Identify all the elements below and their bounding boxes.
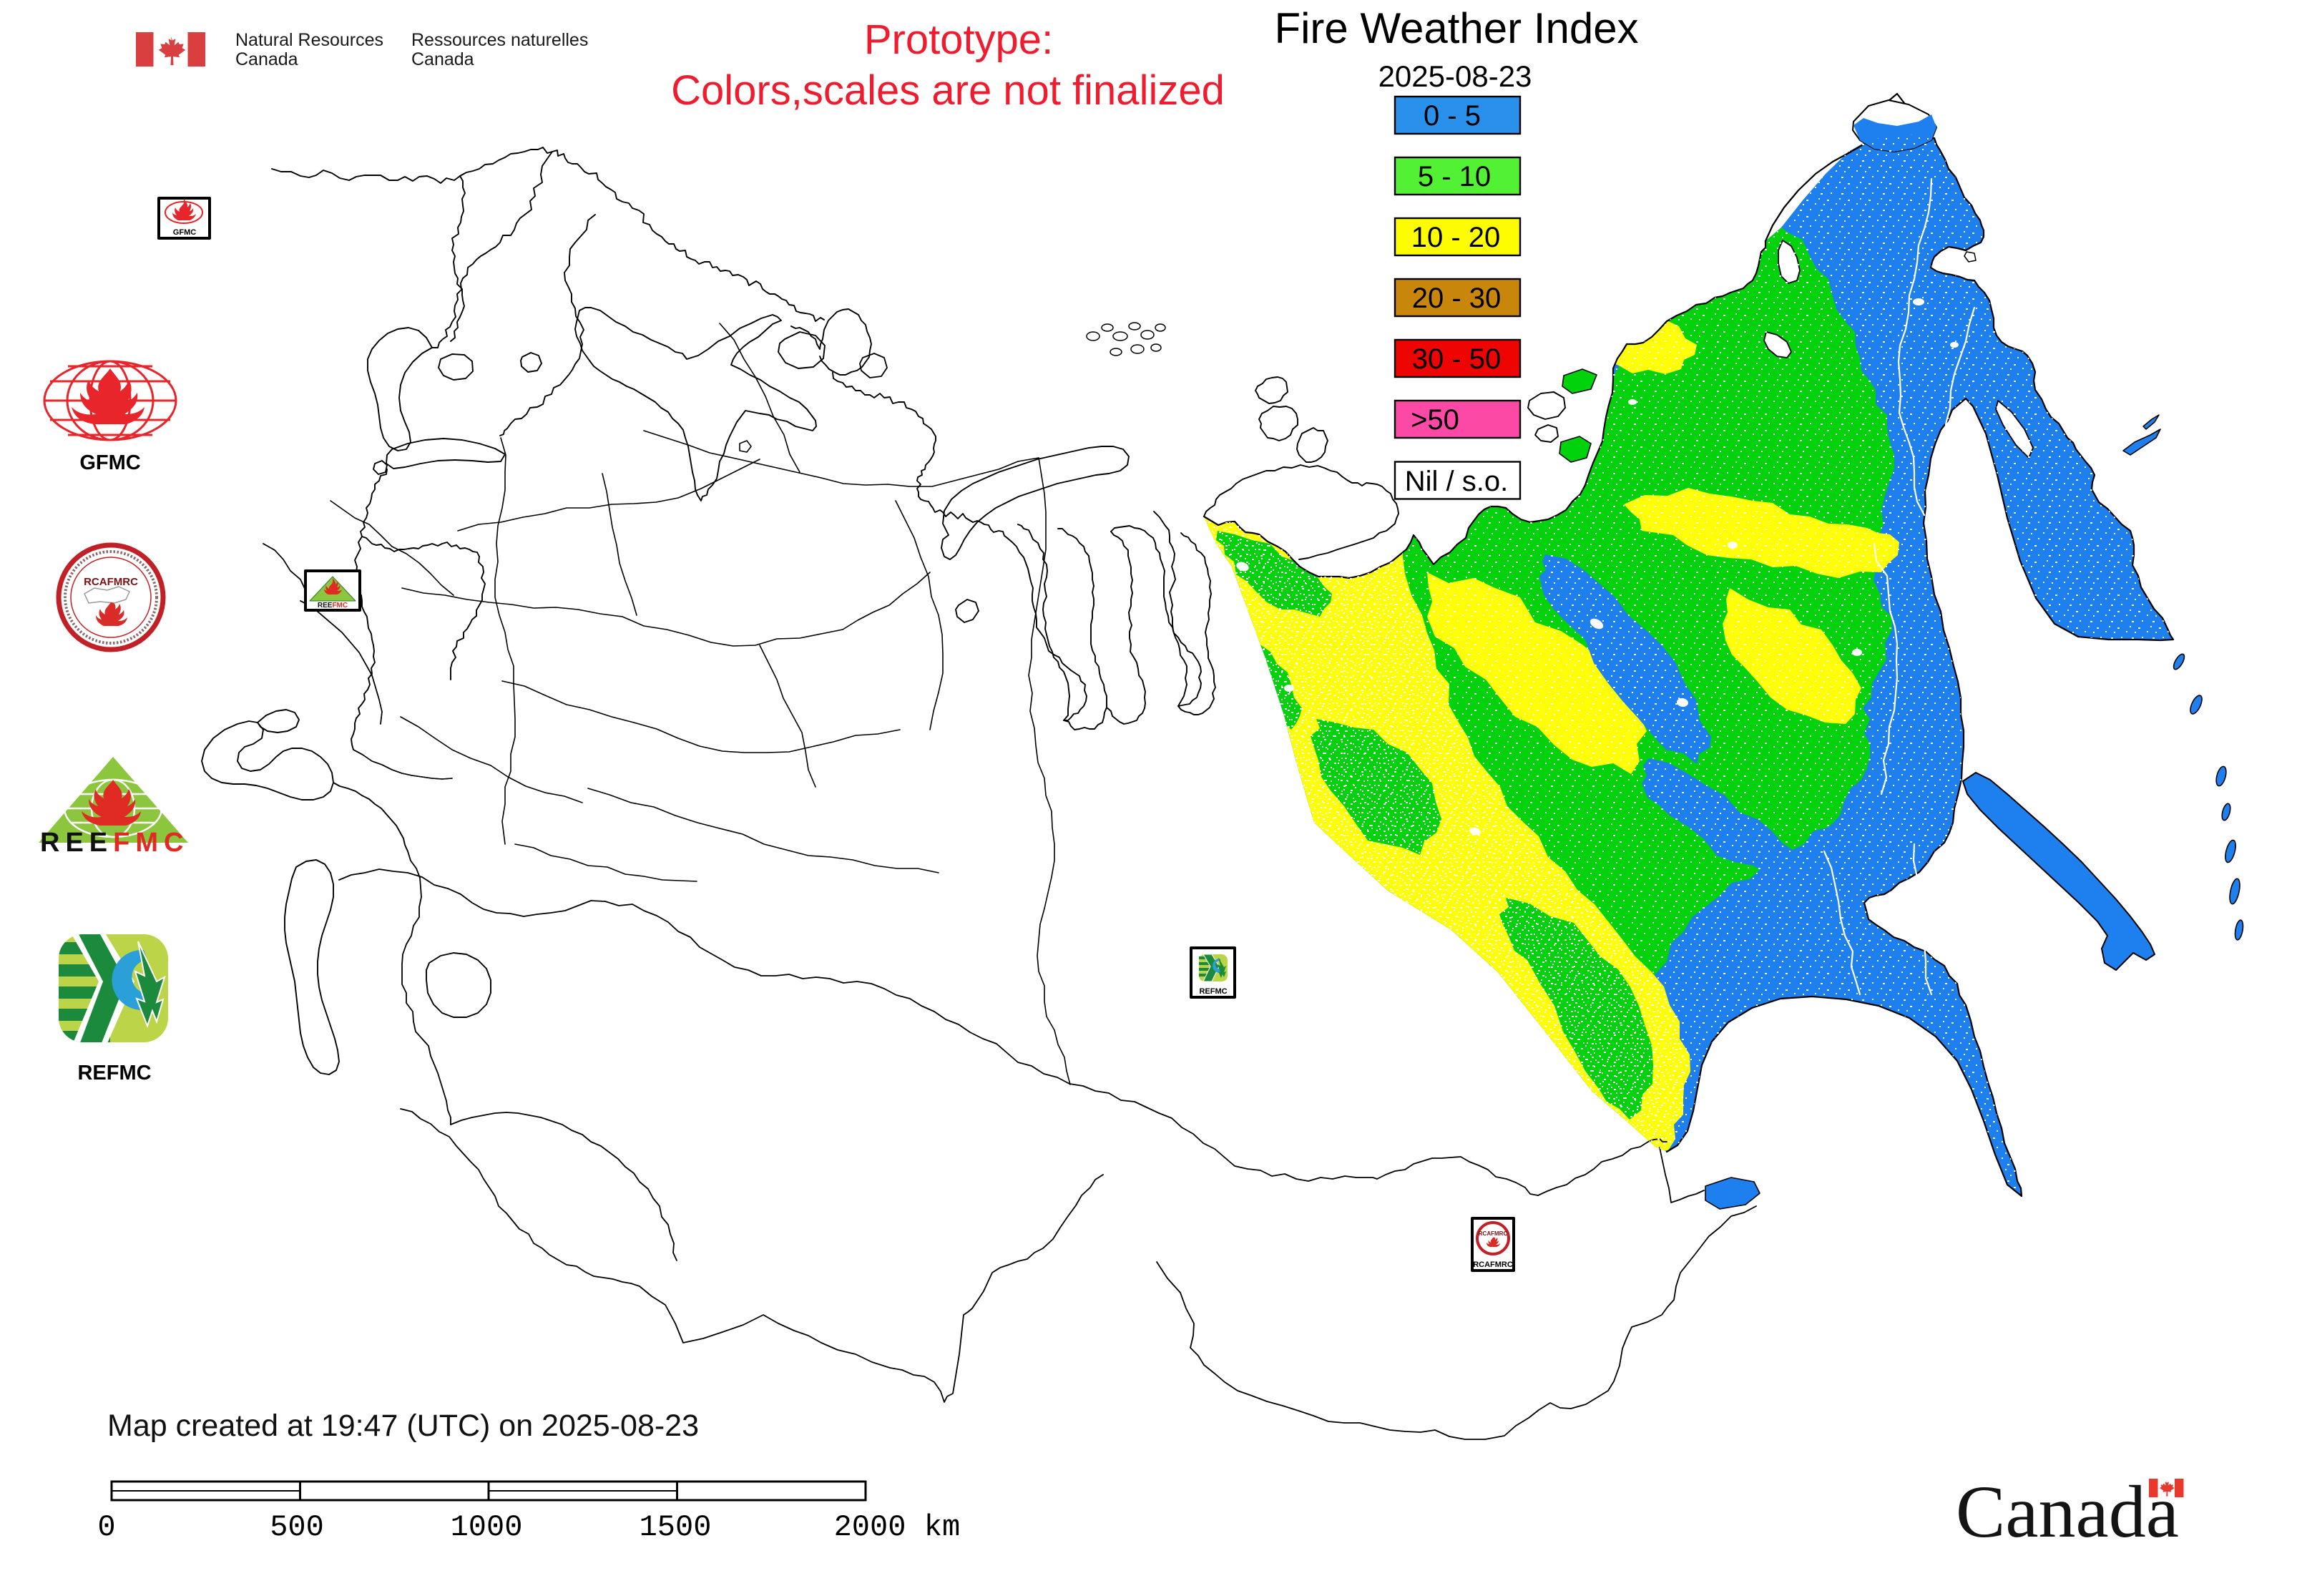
svg-text:Fire Weather Index: Fire Weather Index [1274,4,1638,52]
svg-text:500: 500 [270,1510,324,1544]
svg-text:Natural Resources: Natural Resources [235,30,383,50]
svg-text:RCAFMRC: RCAFMRC [84,576,138,588]
svg-text:REEFMC: REEFMC [40,828,189,858]
svg-text:REFMC: REFMC [1199,987,1227,996]
svg-text:RCAFMRC: RCAFMRC [1473,1260,1513,1269]
svg-text:Map created at 19:47 (UTC) on: Map created at 19:47 (UTC) on 2025-08-23 [107,1409,699,1443]
svg-text:Ressources naturelles: Ressources naturelles [411,30,588,50]
svg-text:km: km [924,1510,960,1544]
svg-text:Canada: Canada [1956,1471,2179,1553]
svg-text:REEFMC: REEFMC [318,602,348,609]
svg-text:20 - 30: 20 - 30 [1412,283,1502,314]
svg-text:RCAFMRC: RCAFMRC [1479,1230,1508,1237]
svg-text:1000: 1000 [451,1510,523,1544]
svg-text:Colors,scales are not finalize: Colors,scales are not finalized [671,67,1225,114]
svg-text:2000: 2000 [834,1510,906,1544]
svg-text:REFMC: REFMC [77,1062,151,1085]
svg-text:2025-08-23: 2025-08-23 [1378,59,1532,93]
svg-text:Canada: Canada [235,49,298,69]
svg-text:GFMC: GFMC [79,451,140,474]
svg-text:Prototype:: Prototype: [864,16,1053,63]
svg-text:GFMC: GFMC [173,228,196,237]
svg-text:30 - 50: 30 - 50 [1412,343,1502,375]
svg-text:0: 0 [97,1510,115,1544]
svg-text:Nil / s.o.: Nil / s.o. [1405,466,1508,497]
svg-text:>50: >50 [1411,404,1459,436]
svg-text:1500: 1500 [640,1510,712,1544]
svg-text:5 - 10: 5 - 10 [1418,161,1491,192]
svg-text:10 - 20: 10 - 20 [1411,222,1501,253]
svg-text:Canada: Canada [411,49,474,69]
svg-text:0 - 5: 0 - 5 [1424,100,1481,132]
